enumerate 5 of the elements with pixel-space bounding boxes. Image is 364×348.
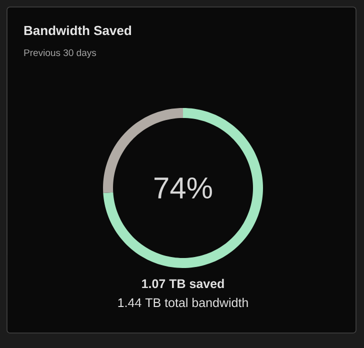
text: 1.07 TB saved [142, 278, 224, 288]
text: 1.44 TB total bandwidth [118, 298, 248, 308]
data-label: 74% [154, 178, 212, 198]
chart-title: Bandwidth Saved [24, 26, 132, 36]
chart-subtitle: Previous 30 days [24, 49, 96, 58]
